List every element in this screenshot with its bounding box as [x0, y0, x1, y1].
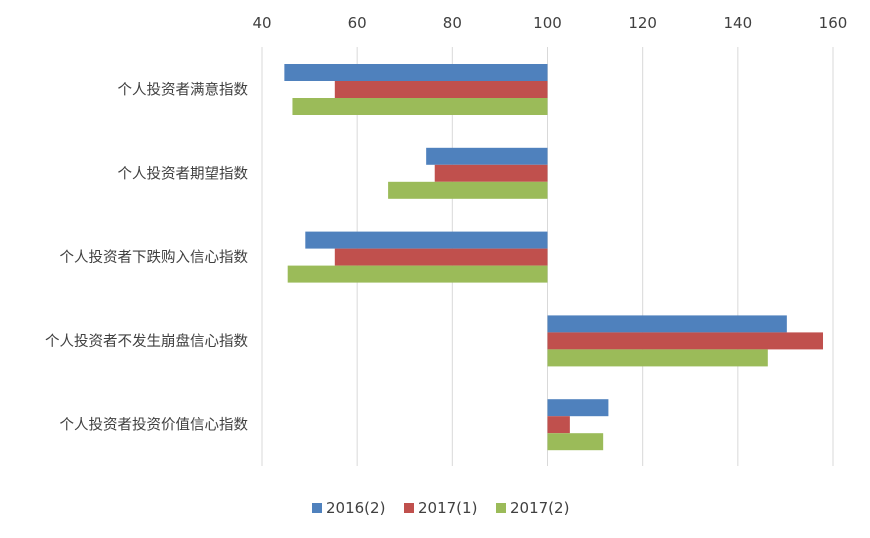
- legend-swatch: [404, 503, 414, 513]
- x-tick-label: 60: [348, 14, 367, 32]
- bar-2016(2)-0: [284, 64, 548, 81]
- x-tick-label: 80: [443, 14, 462, 32]
- category-label: 个人投资者期望指数: [118, 165, 249, 182]
- x-tick-label: 140: [724, 14, 753, 32]
- legend-label: 2017(1): [418, 499, 477, 517]
- bar-2017(1)-2: [334, 248, 548, 266]
- x-tick-label: 160: [819, 14, 848, 32]
- x-tick-label: 100: [533, 14, 562, 32]
- bar-2016(2)-2: [305, 231, 548, 249]
- x-axis-ticks: 40 60 80 100 120 140 160: [252, 14, 847, 32]
- bar-2017(2)-2: [287, 265, 548, 283]
- bar-2017(2)-4: [547, 433, 604, 451]
- legend-label: 2017(2): [510, 499, 569, 517]
- bar-2017(2)-1: [388, 181, 548, 199]
- legend-swatch: [496, 503, 506, 513]
- x-tick-label: 120: [628, 14, 657, 32]
- legend: 2016(2) 2017(1) 2017(2): [312, 499, 569, 517]
- category-labels: 个人投资者满意指数个人投资者期望指数个人投资者下跌购入信心指数个人投资者不发生崩…: [45, 81, 248, 434]
- bar-2016(2)-3: [547, 315, 787, 333]
- bar-2017(2)-3: [547, 349, 768, 367]
- bar-2016(2)-4: [547, 399, 609, 417]
- category-label: 个人投资者下跌购入信心指数: [60, 249, 249, 266]
- bar-2017(1)-3: [547, 332, 824, 350]
- bar-2017(2)-0: [292, 98, 548, 115]
- bar-2017(1)-4: [547, 416, 570, 434]
- legend-swatch: [312, 503, 322, 513]
- bars: [284, 64, 824, 451]
- category-label: 个人投资者满意指数: [118, 81, 249, 99]
- category-label: 个人投资者投资价值信心指数: [60, 417, 249, 434]
- bar-2017(1)-0: [334, 81, 548, 98]
- x-tick-label: 40: [252, 14, 271, 32]
- category-label: 个人投资者不发生崩盘信心指数: [45, 332, 248, 350]
- bar-2016(2)-1: [426, 147, 548, 165]
- bar-2017(1)-1: [434, 164, 548, 182]
- legend-label: 2016(2): [326, 499, 385, 517]
